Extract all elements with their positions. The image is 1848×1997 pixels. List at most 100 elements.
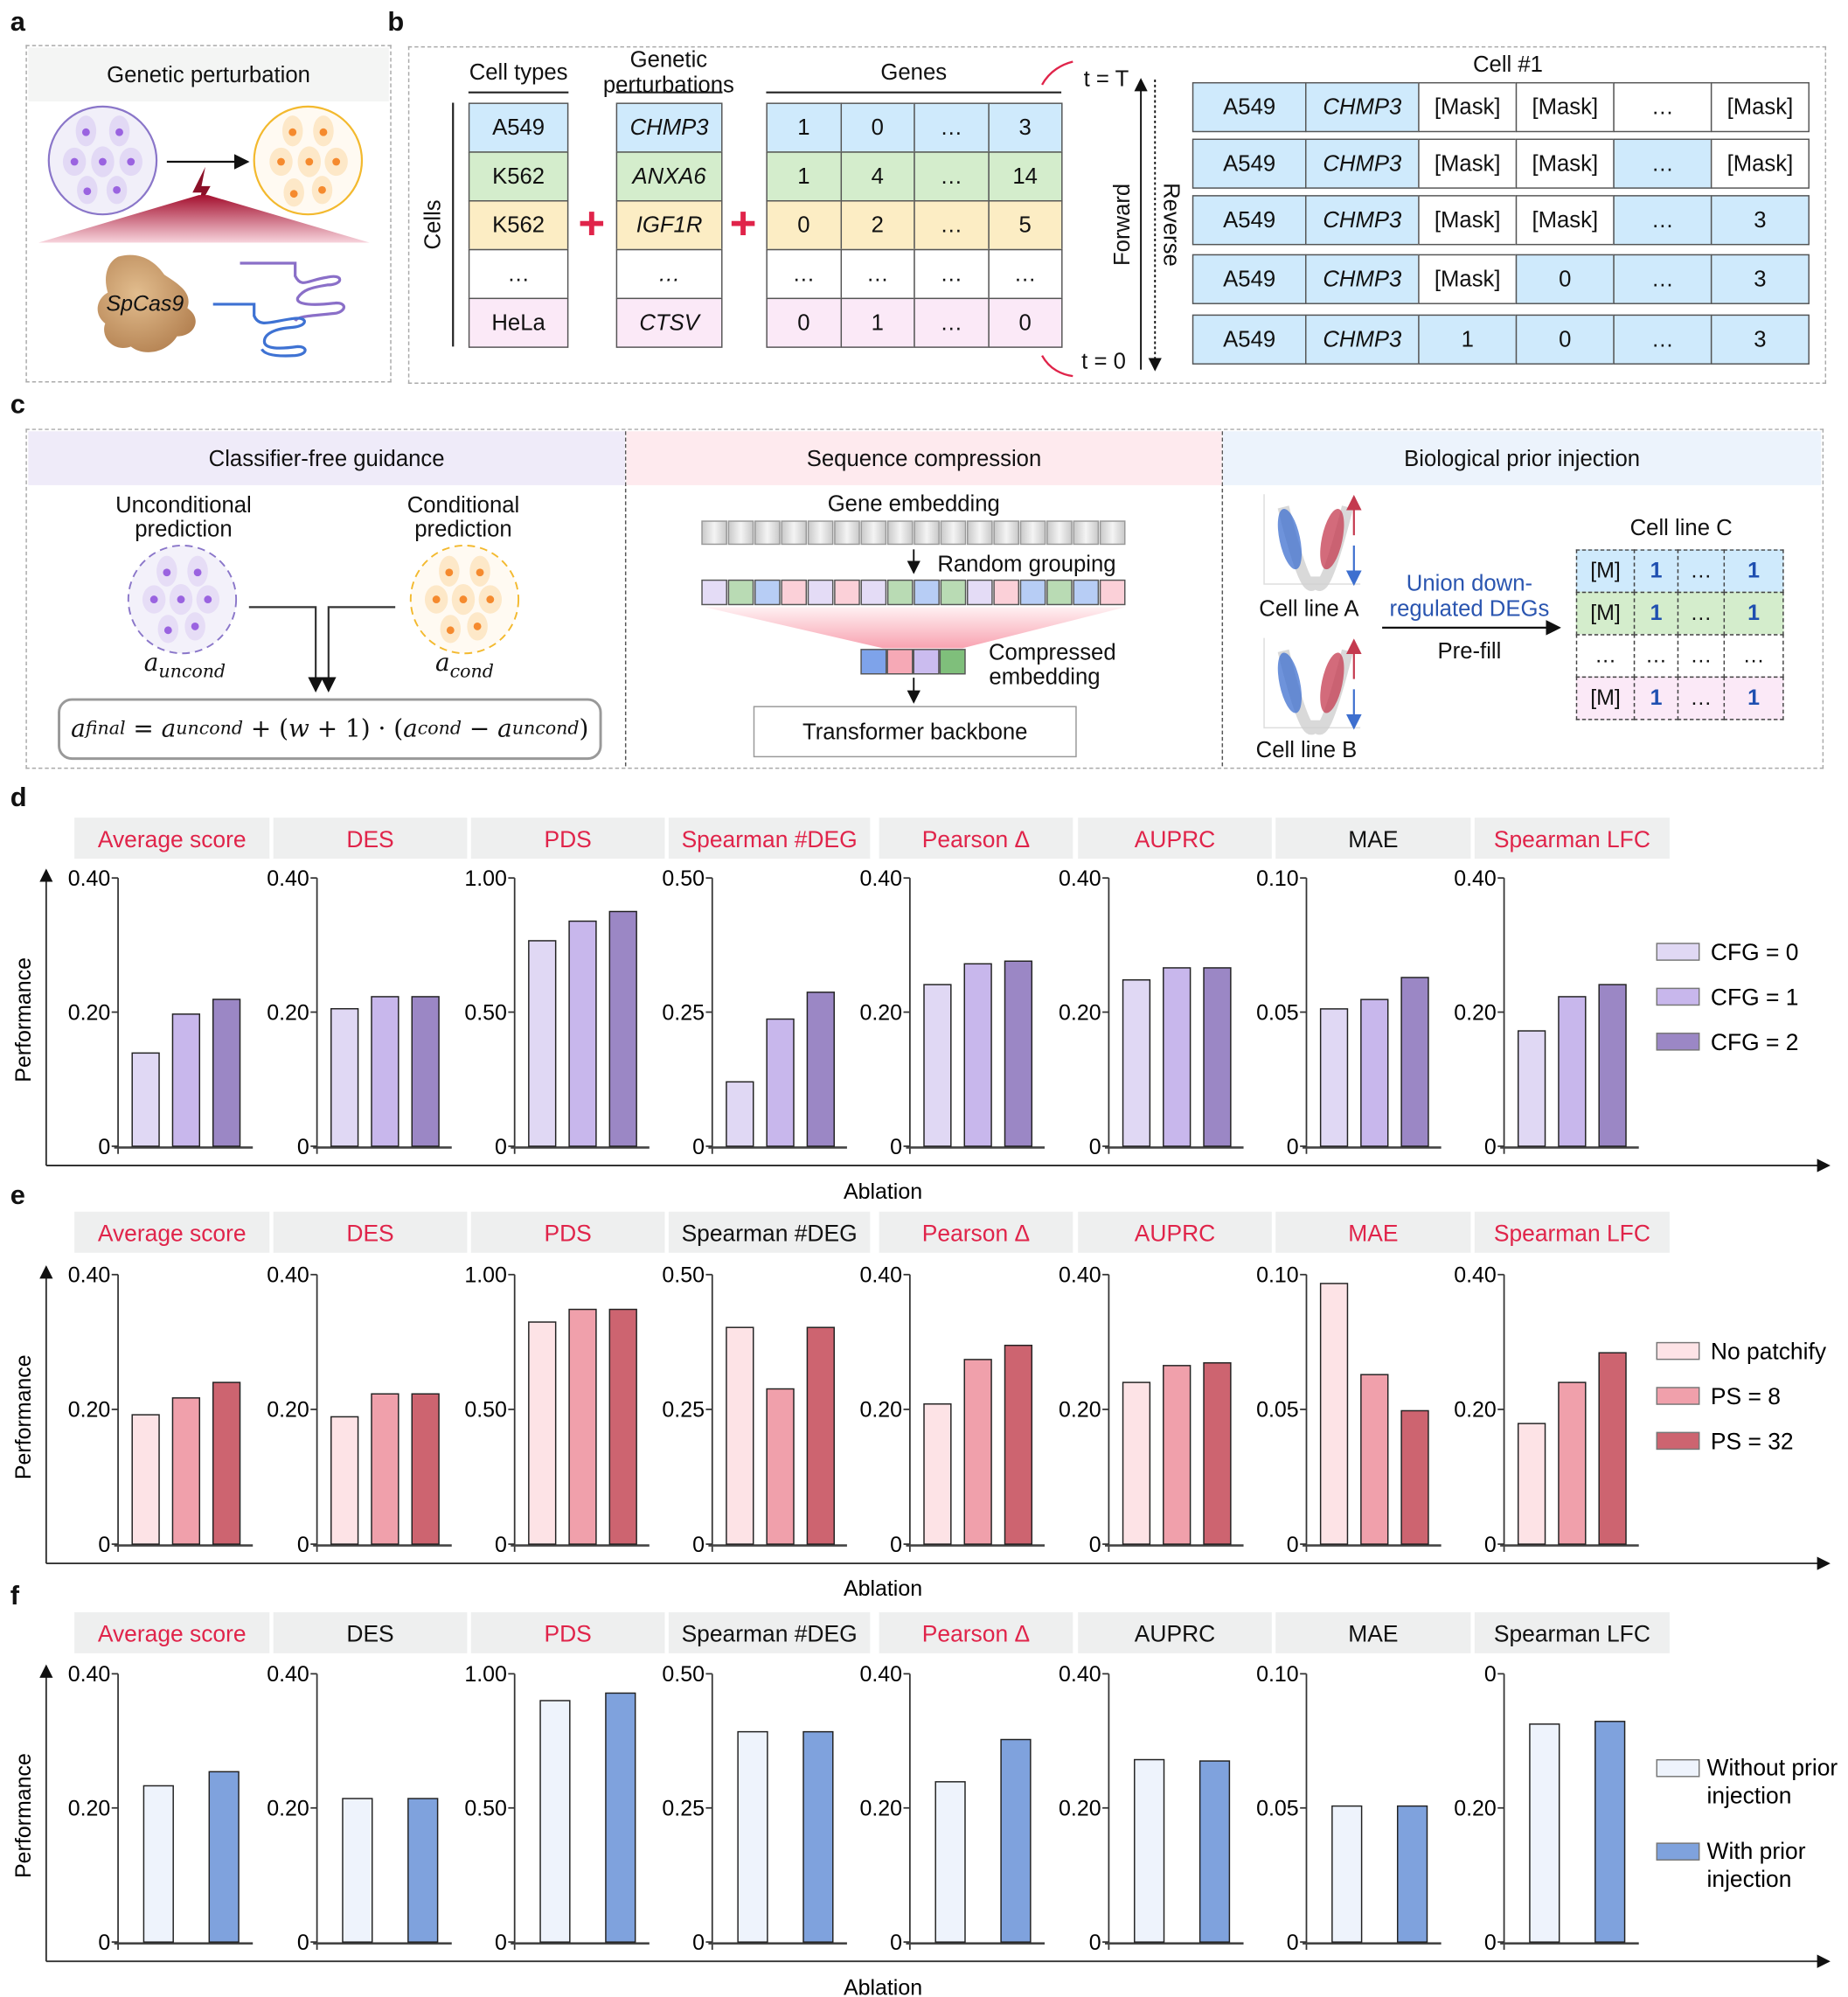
compressed-token: [913, 649, 940, 675]
compressed-token: [860, 649, 887, 675]
bar: [1558, 996, 1587, 1147]
gene-embedding-tokens: [701, 520, 1126, 546]
legend-label-line: injection: [1707, 1866, 1792, 1892]
y-tick-label: 0: [297, 1533, 309, 1557]
bar: [806, 1326, 835, 1545]
y-tick-label: 0.20: [1059, 1398, 1101, 1423]
formula-operator: =: [125, 714, 162, 744]
subplot: Pearson Δ 0 0.20 0.40: [859, 1211, 1073, 1557]
spcas9-protein-icon: [97, 254, 196, 352]
subplot: DES 0 0.20 0.40: [267, 1611, 468, 1955]
perturbation-beam: [38, 195, 370, 243]
formula-operator: −: [462, 714, 498, 744]
cell1-token-cell: [Mask]: [1515, 195, 1615, 246]
gene-count-cell: …: [914, 102, 990, 153]
subplot-title-bg: [470, 1611, 665, 1653]
cell1-token-cell: …: [1613, 254, 1713, 304]
cell-type-cell: HeLa: [468, 297, 569, 348]
y-tick-label: 0: [692, 1533, 705, 1557]
a-uncond-label: auncond: [144, 651, 226, 685]
subplot-title-bg: [74, 1211, 270, 1253]
subplot-title: AUPRC: [1135, 826, 1215, 852]
volcano-plot-b-icon: [1263, 637, 1362, 735]
header-cell-types: Cell types: [469, 59, 568, 85]
subplot: Pearson Δ 0 0.20 0.40: [859, 1611, 1073, 1955]
prior-title: Biological prior injection: [1223, 431, 1822, 485]
bar: [1598, 984, 1627, 1147]
subplot-title: Spearman #DEG: [682, 826, 858, 852]
bar: [1122, 1381, 1151, 1545]
subplot-title: Spearman LFC: [1494, 826, 1650, 852]
y-tick-label: 1.00: [464, 1263, 507, 1288]
grouped-tokens: [701, 579, 1126, 606]
subplot-title: Spearman LFC: [1494, 1621, 1650, 1647]
grid-cell: 1: [1723, 676, 1784, 720]
subplot: MAE 0 0.05 0.10: [1256, 1211, 1471, 1557]
y-tick-label: 0.20: [267, 1398, 309, 1423]
legend-label: PS = 8: [1711, 1383, 1781, 1409]
bar: [568, 920, 597, 1147]
formula-variable: a: [403, 714, 418, 744]
perturbation-cell: …: [615, 248, 723, 300]
y-tick-label: 0: [692, 1931, 705, 1955]
subplot-title: MAE: [1348, 1621, 1398, 1647]
cell1-token-cell: [Mask]: [1515, 138, 1615, 189]
grouped-token: [754, 579, 781, 606]
subplot: PDS 0 0.50 1.00: [464, 1611, 665, 1955]
embedding-token: [1099, 520, 1126, 546]
y-tick-label: 0.05: [1256, 1797, 1299, 1821]
subplot-title: Pearson Δ: [922, 826, 1030, 852]
bar: [1331, 1805, 1363, 1943]
panel-b-frame: [407, 45, 1827, 384]
y-tick-label: 0.20: [267, 1797, 309, 1821]
subplot: Spearman LFC 0 0.20 0: [1454, 1611, 1670, 1955]
bar: [1319, 1283, 1349, 1545]
cell1-token-cell: [Mask]: [1710, 138, 1810, 189]
subplot-title-bg: [1275, 818, 1471, 859]
grouped-token: [781, 579, 808, 606]
cell-type-cell: …: [468, 248, 569, 300]
legend-label-line: With prior: [1707, 1838, 1806, 1864]
grid-cell: 1: [1633, 591, 1679, 636]
grouped-token: [834, 579, 860, 606]
cond-label-2: prediction: [414, 516, 512, 542]
y-tick-label: 0.40: [267, 866, 309, 891]
cell1-token-cell: 3: [1710, 314, 1810, 365]
subplot-title: AUPRC: [1135, 1621, 1215, 1647]
panel-label-d: d: [10, 783, 27, 813]
chart-panel-e: Ablation Performance Average score 0 0.20 0.4…: [11, 1211, 1831, 1601]
subplot-title: Spearman LFC: [1494, 1221, 1650, 1247]
down-regulated-points: [1277, 509, 1303, 570]
y-tick-label: 0: [1287, 1135, 1299, 1159]
y-tick-label: 0.40: [1059, 1662, 1101, 1687]
formula-operator: ): [579, 714, 589, 744]
grid-cell: 1: [1723, 591, 1784, 636]
subplot: Spearman #DEG 0 0.25 0.50: [662, 1611, 871, 1955]
y-tick-label: 0.40: [859, 1263, 902, 1288]
spcas9-label: SpCas9: [106, 291, 184, 317]
cell-line-c-label: Cell line C: [1629, 514, 1733, 541]
bar: [1000, 1738, 1032, 1943]
transformer-backbone-box: Transformer backbone: [753, 706, 1077, 758]
subplot-title-bg: [1275, 1611, 1471, 1653]
subplot: AUPRC 0 0.20 0.40: [1059, 1611, 1272, 1955]
grouped-token: [886, 579, 914, 606]
bar: [923, 984, 952, 1147]
bar: [934, 1781, 966, 1943]
subplot-title: Spearman #DEG: [682, 1621, 858, 1647]
y-tick-label: 0.40: [68, 1662, 111, 1687]
cell1-token-cell: 3: [1710, 254, 1810, 304]
bar: [539, 1700, 571, 1943]
gene-count-cell: …: [914, 297, 990, 348]
bar: [1004, 960, 1033, 1147]
subplot: AUPRC 0 0.20 0.40: [1059, 818, 1272, 1159]
bar: [1400, 977, 1429, 1147]
legend-swatch: [1656, 1758, 1700, 1778]
compressed-token: [939, 649, 966, 675]
cell1-token-cell: …: [1613, 138, 1713, 189]
subplot-title: Spearman #DEG: [682, 1221, 858, 1247]
y-tick-label: 0.50: [662, 1263, 705, 1288]
formula-variable: a: [161, 714, 177, 744]
embedding-token: [727, 520, 754, 546]
y-tick-label: 0.40: [68, 1263, 111, 1288]
